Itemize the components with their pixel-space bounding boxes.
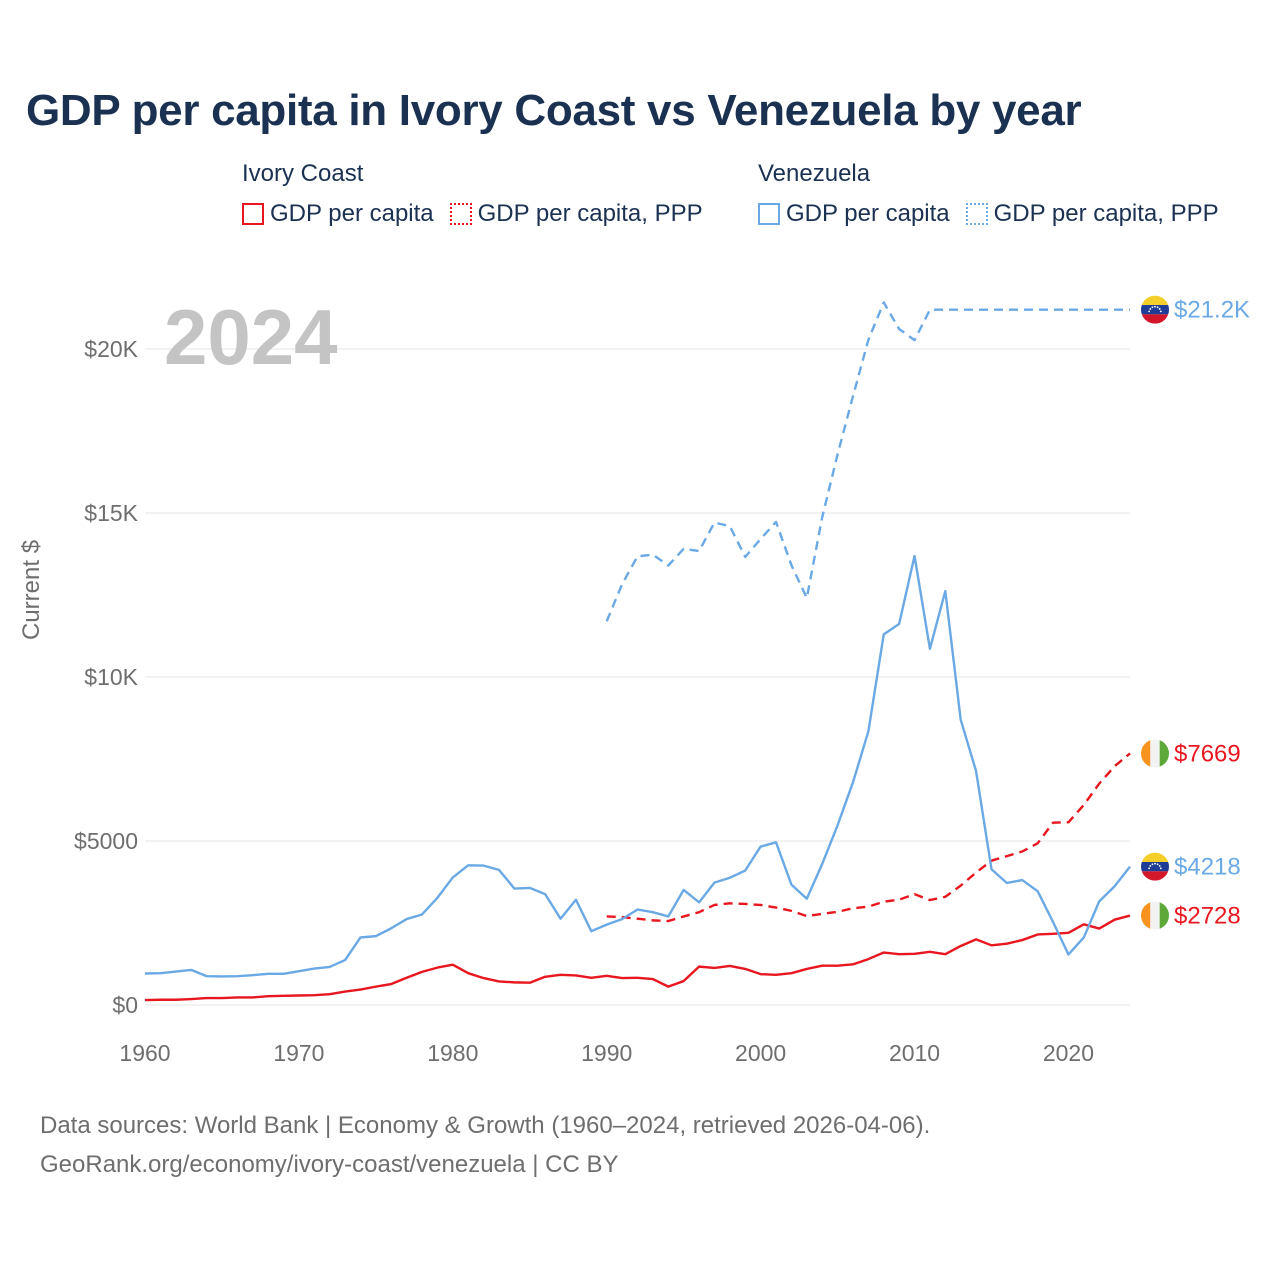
y-axis-label: Current $	[18, 539, 45, 640]
legend-swatch-solid	[242, 203, 264, 225]
flag-icon	[1141, 901, 1169, 930]
y-tick-label: $10K	[84, 664, 138, 690]
legend-item-ivory-coast-gdp[interactable]: GDP per capita	[242, 200, 434, 228]
data-source: Data sources: World Bank | Economy & Gro…	[40, 1106, 930, 1184]
axis-layer: $0 $5000 $10K $15K $20K 1960 1970 1980 1990 2000 2…	[74, 336, 1094, 1066]
end-value-label: $7669	[1174, 740, 1241, 767]
y-tick-label: $20K	[84, 336, 138, 362]
end-value-label: $2728	[1174, 903, 1241, 930]
year-watermark: 2024	[164, 293, 338, 381]
x-tick-label: 1980	[427, 1040, 478, 1066]
series-line-1	[606, 752, 1131, 923]
y-tick-label: $5000	[74, 828, 138, 854]
series-line-2	[144, 554, 1131, 978]
flag-icon	[1141, 852, 1169, 881]
legend-group-title: Ivory Coast	[242, 160, 364, 187]
legend-item-venezuela-gdp-ppp[interactable]: GDP per capita, PPP	[965, 200, 1219, 228]
y-tick-label: $0	[112, 992, 138, 1018]
legend-swatch-solid	[758, 203, 780, 225]
end-value-label: $21.2K	[1174, 297, 1250, 324]
legend-item-label: GDP per capita	[786, 200, 950, 227]
legend-swatch-dotted	[965, 203, 988, 225]
x-tick-label: 1970	[273, 1040, 324, 1066]
source-line-2[interactable]: GeoRank.org/economy/ivory-coast/venezuel…	[40, 1151, 619, 1178]
series-line-3	[605, 301, 1130, 622]
legend-group-venezuela: Venezuela GDP per capita GDP per capita,…	[758, 160, 1235, 228]
x-tick-label: 2000	[735, 1040, 786, 1066]
series-layer	[144, 301, 1131, 1002]
legend-item-venezuela-gdp[interactable]: GDP per capita	[758, 200, 950, 228]
end-label-layer: $2728 $7669 $4218 $21.2K	[1141, 295, 1250, 930]
series-line-0	[144, 914, 1131, 1002]
legend-swatch-dotted	[449, 203, 472, 225]
legend-item-label: GDP per capita, PPP	[993, 200, 1219, 227]
legend-group-ivory-coast: Ivory Coast GDP per capita GDP per capit…	[242, 160, 719, 228]
legend-item-label: GDP per capita, PPP	[477, 200, 703, 227]
y-tick-label: $15K	[84, 500, 138, 526]
x-tick-label: 1990	[581, 1040, 632, 1066]
x-tick-label: 1960	[119, 1040, 170, 1066]
chart-title: GDP per capita in Ivory Coast vs Venezue…	[26, 86, 1082, 135]
flag-icon	[1141, 295, 1169, 324]
legend-group-title: Venezuela	[758, 160, 871, 187]
grid-layer	[145, 348, 1130, 1006]
source-line-1: Data sources: World Bank | Economy & Gro…	[40, 1112, 931, 1139]
legend-item-ivory-coast-gdp-ppp[interactable]: GDP per capita, PPP	[449, 200, 703, 228]
end-value-label: $4218	[1174, 854, 1241, 881]
x-tick-label: 2020	[1043, 1040, 1094, 1066]
x-tick-label: 2010	[889, 1040, 940, 1066]
legend-item-label: GDP per capita	[270, 200, 434, 227]
flag-icon	[1141, 739, 1169, 768]
